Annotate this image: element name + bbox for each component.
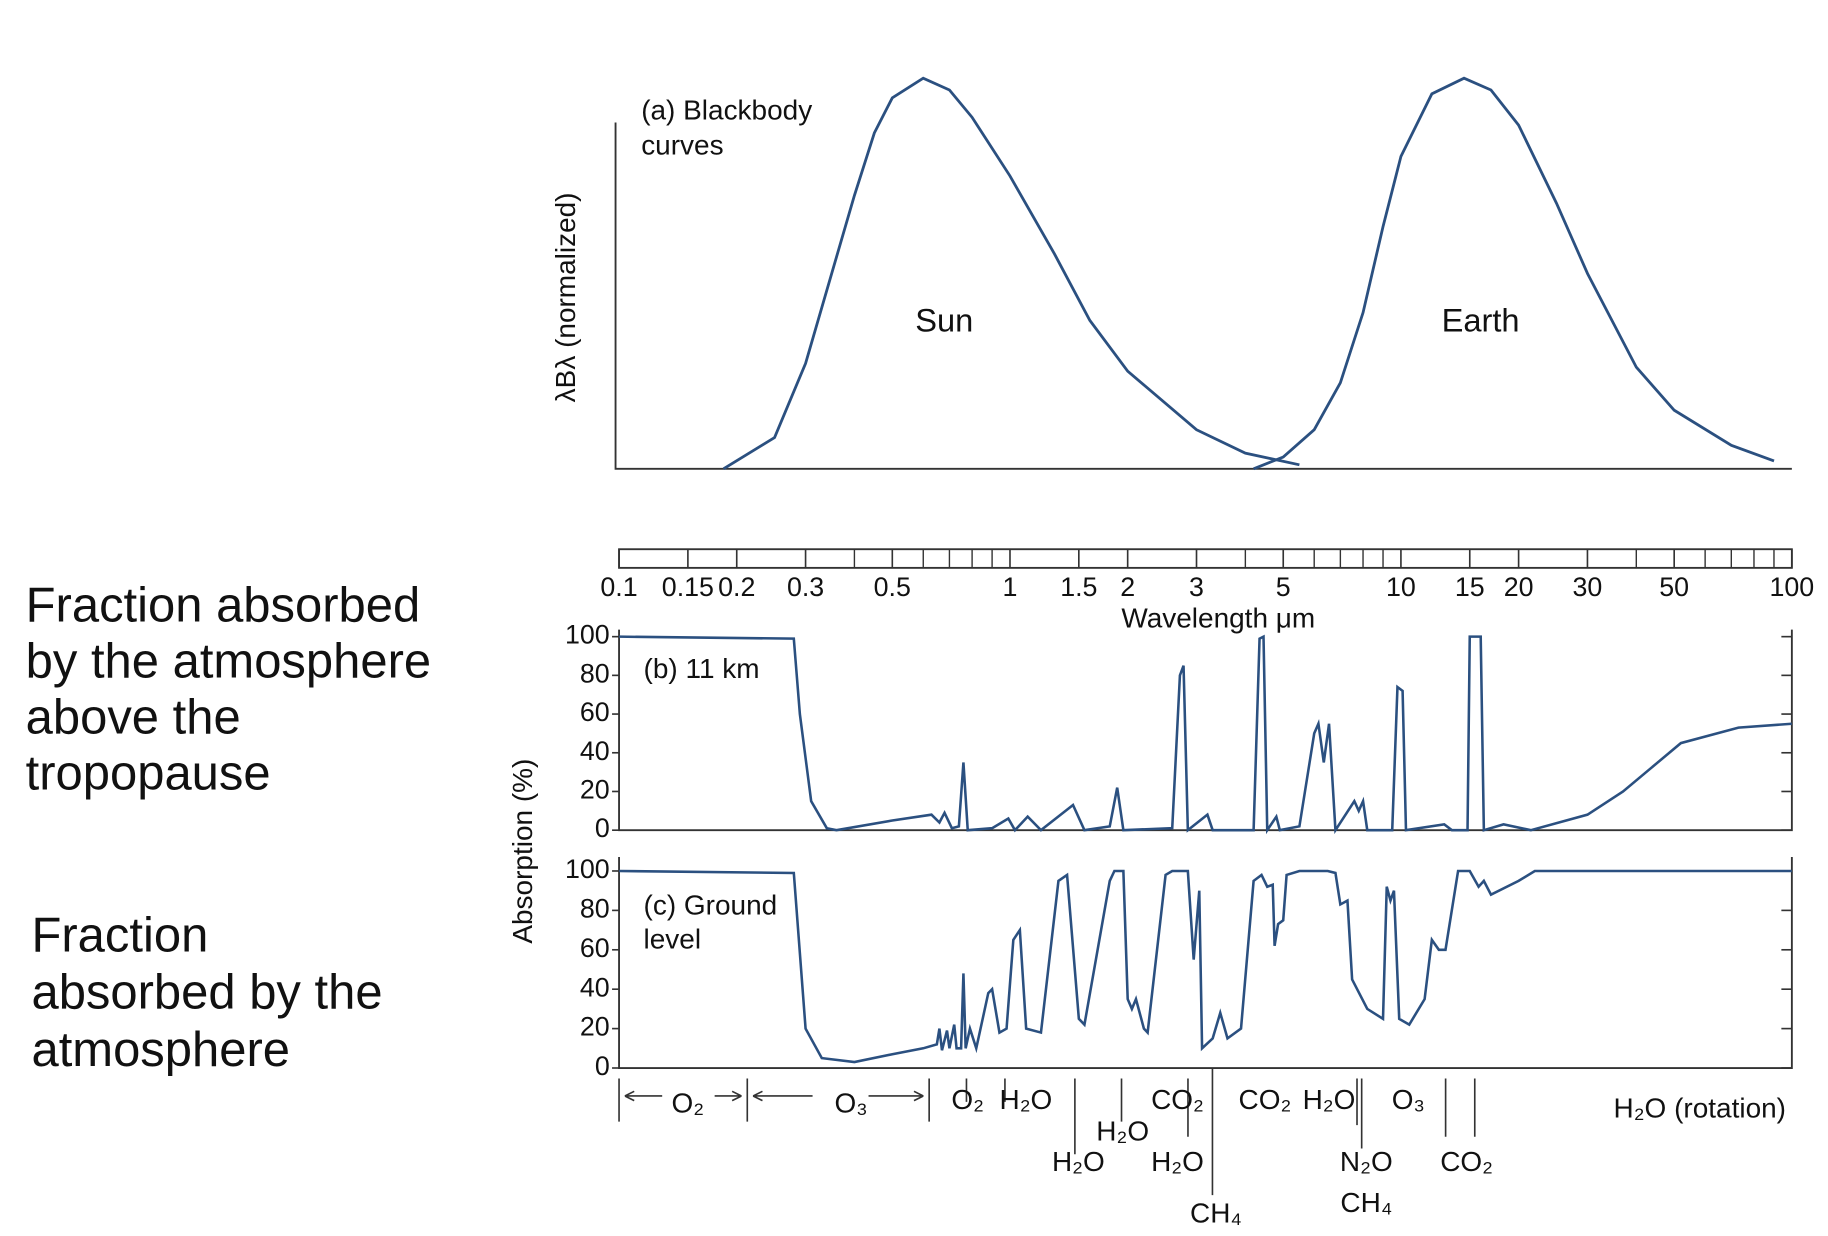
y-tick-label: 40 — [580, 736, 610, 766]
band-label: H₂O — [1303, 1084, 1356, 1115]
band-label: O₃ — [1392, 1084, 1425, 1115]
band-label: H₂O (rotation) — [1614, 1092, 1787, 1123]
line — [1253, 76, 1775, 471]
x-tick-label: 0.5 — [874, 572, 911, 602]
side-label: Fraction — [31, 909, 208, 963]
band-label: CO₂ — [1239, 1084, 1292, 1115]
panel-title: curves — [641, 129, 723, 160]
y-tick-label: 40 — [580, 972, 610, 1002]
band-label: H₂O — [1096, 1116, 1149, 1147]
y-tick-label: 60 — [580, 933, 610, 963]
axis-b — [618, 629, 1793, 832]
side-label: above the — [26, 691, 241, 745]
band-label: O₃ — [834, 1088, 867, 1119]
series-label: Earth — [1442, 302, 1520, 339]
band-label: H₂O — [1151, 1146, 1204, 1177]
x-tick-label: 0.1 — [600, 572, 637, 602]
y-tick-label: 80 — [580, 658, 610, 688]
x-tick-label: 20 — [1504, 572, 1534, 602]
series-label: Sun — [915, 302, 973, 339]
band-label: CO₂ — [1151, 1084, 1204, 1115]
y-tick-label: 60 — [580, 697, 610, 727]
wavelength-axis — [618, 548, 1793, 569]
axis-c — [618, 856, 1793, 1069]
x-tick-label: 30 — [1573, 572, 1603, 602]
line — [722, 76, 1300, 470]
side-label: atmosphere — [31, 1023, 290, 1077]
side-label: Fraction absorbed — [26, 579, 421, 633]
panel-title: (b) 11 km — [644, 653, 760, 684]
panel-title: level — [644, 923, 702, 954]
y-tick-label: 100 — [565, 854, 610, 884]
band-label: CH₄ — [1340, 1187, 1392, 1218]
y-axis-label: Absorption (%) — [507, 759, 538, 944]
x-tick-label: 5 — [1276, 572, 1291, 602]
y-tick-label: 20 — [580, 775, 610, 805]
band-bracket — [618, 1068, 1476, 1196]
side-label: by the atmosphere — [26, 635, 431, 689]
side-label: absorbed by the — [31, 966, 382, 1020]
band-label: CO₂ — [1440, 1146, 1493, 1177]
x-tick-label: 0.2 — [718, 572, 755, 602]
y-axis-label: λBλ (normalized) — [550, 192, 581, 402]
y-tick-label: 100 — [565, 620, 610, 650]
x-tick-label: 10 — [1386, 572, 1416, 602]
band-label: O₂ — [672, 1088, 705, 1119]
x-tick-label: 3 — [1189, 572, 1204, 602]
band-label: H₂O — [1000, 1084, 1053, 1115]
x-tick-label: 1.5 — [1060, 572, 1097, 602]
y-tick-label: 80 — [580, 893, 610, 923]
y-tick-label: 0 — [595, 813, 610, 843]
line — [619, 869, 1792, 1064]
x-tick-label: 2 — [1120, 572, 1135, 602]
x-tick-label: 0.15 — [662, 572, 714, 602]
axis-a — [614, 122, 1792, 470]
x-tick-label: 50 — [1659, 572, 1689, 602]
y-tick-label: 0 — [595, 1051, 610, 1081]
band-label: CH₄ — [1190, 1197, 1242, 1228]
x-tick-label: 1 — [1003, 572, 1018, 602]
band-label: N₂O — [1340, 1146, 1393, 1177]
x-tick-label: 15 — [1455, 572, 1485, 602]
x-tick-label: 100 — [1770, 572, 1815, 602]
x-tick-label: 0.3 — [787, 572, 824, 602]
axes — [614, 122, 1793, 1196]
side-label: tropopause — [26, 746, 271, 800]
line — [619, 634, 1792, 835]
x-axis-label: Wavelength μm — [1121, 603, 1315, 634]
panel-title: (c) Ground — [644, 890, 778, 921]
band-label: H₂O — [1052, 1146, 1105, 1177]
panel-title: (a) Blackbody — [641, 94, 812, 125]
band-label: O₂ — [951, 1084, 984, 1115]
y-tick-label: 20 — [580, 1012, 610, 1042]
band-arrow — [624, 1090, 924, 1102]
